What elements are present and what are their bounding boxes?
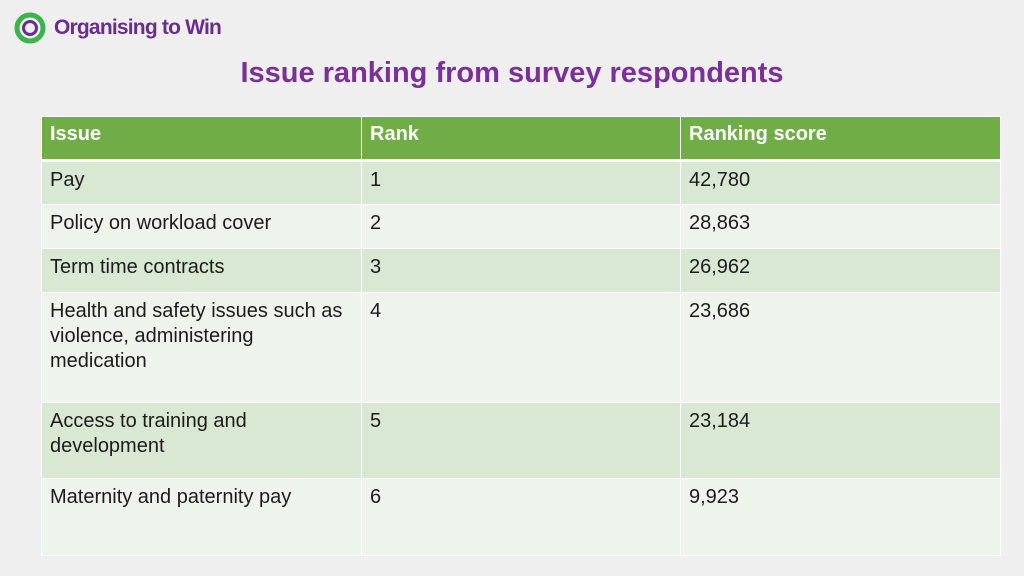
cell-issue: Health and safety issues such as violenc… bbox=[41, 292, 362, 403]
header-rank: Rank bbox=[361, 116, 681, 162]
cell-score: 26,962 bbox=[680, 248, 1001, 293]
table-header-row: Issue Rank Ranking score bbox=[41, 116, 1001, 162]
cell-rank: 1 bbox=[361, 160, 681, 205]
table-row: Access to training and development 5 23,… bbox=[41, 402, 1001, 479]
cell-score: 23,184 bbox=[680, 402, 1001, 479]
cell-score: 28,863 bbox=[680, 204, 1001, 249]
cell-issue: Pay bbox=[41, 160, 362, 205]
cell-issue: Access to training and development bbox=[41, 402, 362, 479]
cell-score: 9,923 bbox=[680, 478, 1001, 556]
cell-issue: Term time contracts bbox=[41, 248, 362, 293]
cell-rank: 3 bbox=[361, 248, 681, 293]
brand-name: Organising to Win bbox=[54, 16, 222, 39]
table-row: Health and safety issues such as violenc… bbox=[41, 292, 1001, 403]
table-row: Pay 1 42,780 bbox=[41, 160, 1001, 205]
page-title: Issue ranking from survey respondents bbox=[240, 57, 784, 89]
cell-score: 42,780 bbox=[680, 160, 1001, 205]
table-row: Policy on workload cover 2 28,863 bbox=[41, 204, 1001, 249]
brand-logo: Organising to Win bbox=[14, 12, 222, 44]
issue-ranking-table: Issue Rank Ranking score Pay 1 42,780 Po… bbox=[41, 116, 1001, 556]
cell-rank: 4 bbox=[361, 292, 681, 403]
table-row: Term time contracts 3 26,962 bbox=[41, 248, 1001, 293]
header-issue: Issue bbox=[41, 116, 362, 162]
cell-rank: 5 bbox=[361, 402, 681, 479]
table-row: Maternity and paternity pay 6 9,923 bbox=[41, 478, 1001, 556]
cell-issue: Policy on workload cover bbox=[41, 204, 362, 249]
header-ranking-score: Ranking score bbox=[680, 116, 1001, 162]
cell-issue: Maternity and paternity pay bbox=[41, 478, 362, 556]
organising-to-win-logo-icon bbox=[14, 12, 46, 44]
cell-rank: 6 bbox=[361, 478, 681, 556]
cell-score: 23,686 bbox=[680, 292, 1001, 403]
cell-rank: 2 bbox=[361, 204, 681, 249]
